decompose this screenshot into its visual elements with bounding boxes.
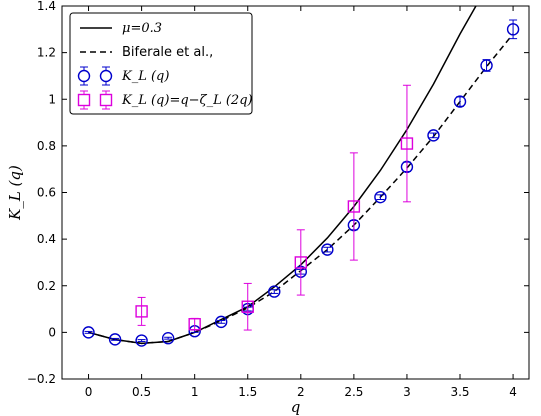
data-point-circle [268, 285, 281, 298]
legend-marker-square [77, 93, 91, 107]
marker-circle [453, 95, 467, 108]
x-tick-label: 4 [509, 385, 517, 399]
data-point-circle [321, 243, 334, 256]
data-point-circle [453, 95, 467, 108]
y-tick-label: 0.8 [37, 139, 56, 153]
data-point-circle [480, 59, 493, 72]
data-point-circle [135, 334, 148, 347]
data-point-square [188, 317, 201, 331]
data-point-circle [215, 315, 228, 329]
y-tick-label: 1.2 [37, 46, 56, 60]
marker-circle [480, 59, 493, 72]
x-tick-label: 0 [85, 385, 93, 399]
legend-box [69, 12, 253, 115]
data-point-circle [374, 190, 387, 204]
legend-marker-circle [77, 69, 91, 83]
y-tick-label: 1.4 [37, 0, 56, 13]
marker-circle [215, 315, 228, 329]
y-tick-label: 0.6 [37, 186, 56, 200]
legend-label: Biferale et al., [122, 45, 213, 60]
axes-frame [61, 5, 530, 380]
data-point-circle [82, 326, 95, 339]
x-tick-label: 0.5 [132, 385, 151, 399]
x-tick-label: 3.5 [450, 385, 469, 399]
x-axis-label: q [291, 398, 301, 416]
data-point-square [400, 84, 414, 203]
data-point-circle [506, 19, 520, 40]
legend-label: K_L (q) [121, 69, 169, 84]
data-point-square [294, 229, 308, 296]
marker-square [294, 256, 308, 269]
data-point-square [135, 296, 148, 326]
data-point-square [241, 282, 254, 331]
x-tick-label: 3 [403, 385, 411, 399]
marker-circle [108, 333, 122, 346]
y-tick-label: 1 [48, 92, 56, 106]
marker-circle [427, 129, 440, 142]
x-tick-label: 2 [297, 385, 305, 399]
y-tick-label: −0.2 [27, 372, 56, 386]
y-axis-label: K_L (q) [6, 165, 24, 221]
marker-square [241, 300, 254, 313]
legend-label: K_L (q)=q−ζ_L (2q) [121, 93, 253, 108]
marker-square [400, 137, 414, 150]
marker-square [347, 200, 361, 213]
x-tick-label: 1.5 [238, 385, 257, 399]
marker-circle [374, 190, 387, 204]
marker-square [135, 305, 148, 318]
legend-marker-square [99, 93, 113, 107]
x-tick-label: 2.5 [344, 385, 363, 399]
marker-square [188, 318, 201, 331]
data-point-square [347, 152, 361, 261]
marker-circle [321, 243, 334, 256]
data-point-circle [161, 332, 175, 345]
y-tick-label: 0 [48, 325, 56, 339]
marker-circle [82, 326, 95, 339]
data-point-circle [108, 333, 122, 346]
legend-label: μ=0.3 [122, 21, 162, 36]
data-point-circle [427, 129, 440, 142]
marker-circle [506, 23, 520, 36]
x-tick-label: 1 [191, 385, 199, 399]
marker-circle [161, 332, 175, 345]
marker-circle [268, 285, 281, 298]
marker-circle [135, 334, 148, 347]
model-curve-solid [88, 6, 477, 345]
y-tick-label: 0.2 [37, 279, 56, 293]
y-tick-label: 0.4 [37, 232, 56, 246]
legend-marker-circle [99, 69, 113, 83]
